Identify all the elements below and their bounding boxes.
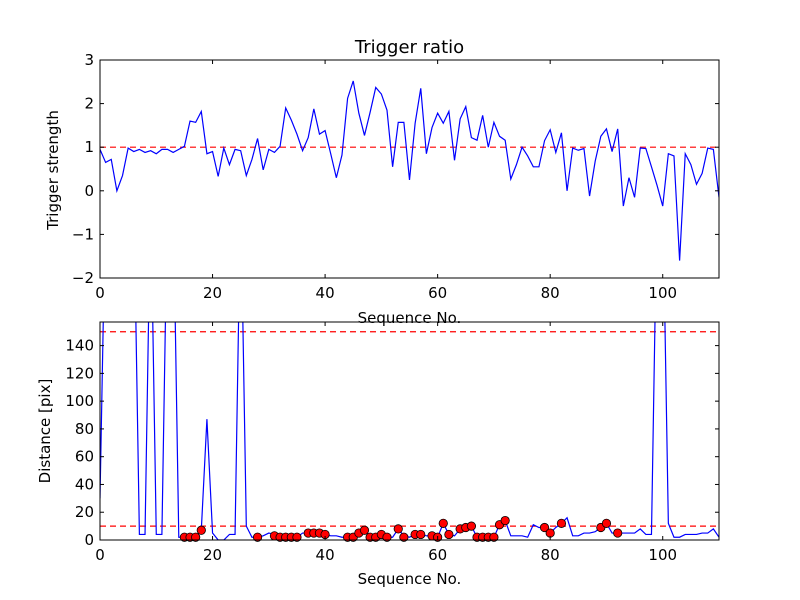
y-tick-label: 0: [84, 182, 94, 200]
y-tick-label: −1: [72, 225, 94, 243]
x-tick-label: 80: [541, 284, 560, 302]
series-line: [100, 80, 719, 261]
x-tick-label: 60: [428, 546, 447, 564]
detection-point: [601, 518, 612, 528]
detection-point: [292, 532, 302, 542]
y-axis-label: Distance [pix]: [36, 379, 54, 484]
detection-point: [438, 518, 448, 528]
y-tick-label: 2: [84, 95, 94, 113]
detection-point: [252, 532, 263, 542]
detection-point: [539, 522, 550, 533]
series-lines: [100, 80, 719, 261]
x-tick-label: 100: [648, 284, 677, 302]
x-axis-ticks: 0 20 40 60 80 100: [95, 322, 677, 564]
x-axis-ticks: 0 20 40 60 80 100: [95, 60, 677, 302]
x-tick-label: 0: [95, 546, 105, 564]
x-tick-label: 80: [541, 546, 560, 564]
detection-point: [393, 524, 403, 534]
detection-point: [613, 528, 623, 538]
x-axis-label: Sequence No.: [358, 309, 462, 327]
y-axis-ticks: −2 −1 0 1 2 3: [72, 51, 719, 287]
y-tick-label: 40: [75, 475, 94, 493]
y-tick-label: 140: [65, 337, 94, 355]
detection-point: [545, 528, 555, 538]
y-axis-ticks: 0 20 40 60 80 100 120 140: [65, 337, 719, 549]
detection-point: [399, 532, 409, 542]
y-tick-label: 80: [75, 420, 94, 438]
y-tick-label: 120: [65, 364, 94, 382]
x-tick-label: 60: [428, 284, 447, 302]
x-tick-label: 40: [316, 284, 335, 302]
detection-point: [359, 525, 370, 535]
y-tick-label: 1: [84, 138, 94, 156]
detection-point: [416, 529, 426, 540]
x-tick-label: 20: [203, 284, 222, 302]
y-tick-label: −2: [72, 269, 94, 287]
y-tick-label: 3: [84, 51, 94, 69]
detection-point: [382, 532, 392, 542]
plot-frame: [99, 59, 720, 279]
plot-frame: [99, 321, 720, 541]
detection-point: [444, 529, 454, 540]
x-tick-label: 40: [316, 546, 335, 564]
distance-panel: 0 20 40 60 80 100 0 20 40 60 80 100 120 140 Sequence…: [36, 321, 720, 588]
chart-title: Trigger ratio: [354, 37, 464, 58]
detection-point: [489, 532, 499, 542]
detection-markers: [179, 515, 623, 542]
trigger-ratio-panel: Trigger ratio 0 20 40 60 80 100 −2 −1 0 1 2 3 Sequ…: [44, 37, 720, 327]
y-tick-label: 0: [84, 531, 94, 549]
y-tick-label: 20: [75, 503, 94, 521]
detection-point: [466, 521, 476, 531]
detection-point: [196, 525, 206, 535]
detection-point: [191, 532, 201, 542]
y-tick-label: 100: [65, 392, 94, 410]
y-axis-label: Trigger strength: [44, 110, 62, 231]
x-tick-label: 20: [203, 546, 222, 564]
x-tick-label: 100: [648, 546, 677, 564]
y-tick-label: 60: [75, 448, 94, 466]
detection-point: [500, 515, 510, 526]
x-axis-label: Sequence No.: [358, 570, 462, 588]
detection-point: [556, 518, 567, 528]
x-tick-label: 0: [95, 284, 105, 302]
